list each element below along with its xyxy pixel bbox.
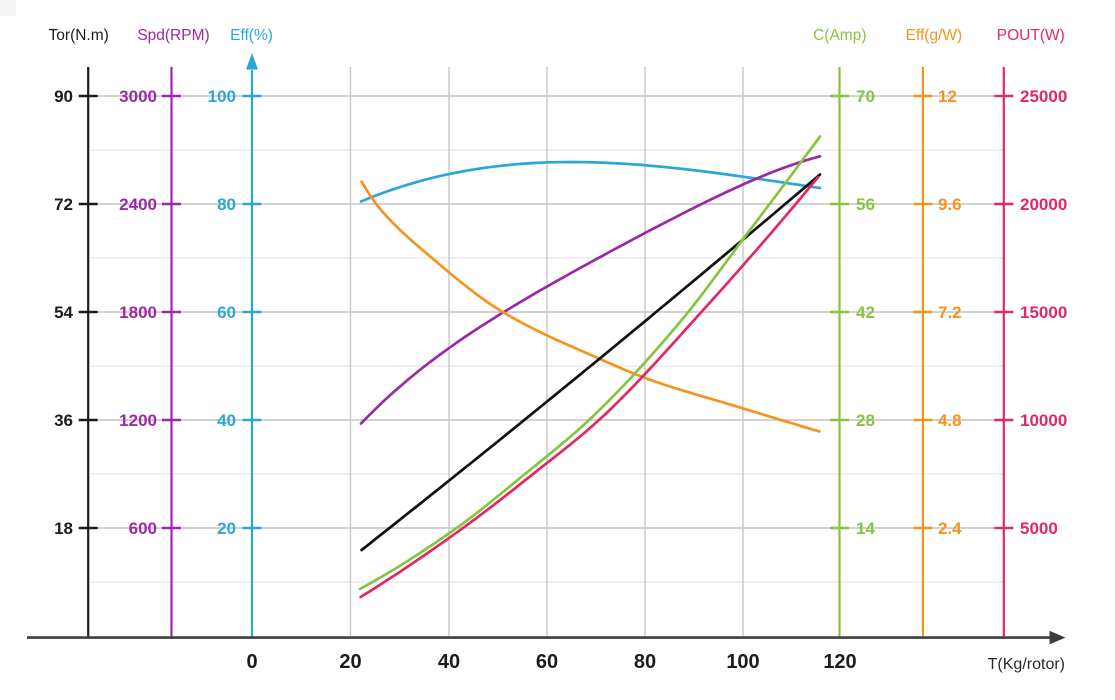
svg-text:120: 120 (823, 651, 856, 673)
svg-text:Tor(N.m): Tor(N.m) (49, 27, 109, 44)
svg-text:80: 80 (634, 651, 656, 673)
svg-text:25000: 25000 (1020, 87, 1067, 106)
svg-text:40: 40 (438, 651, 460, 673)
svg-text:36: 36 (54, 411, 73, 430)
svg-text:Spd(RPM): Spd(RPM) (137, 27, 209, 44)
svg-text:Eff(%): Eff(%) (230, 27, 273, 44)
svg-text:20: 20 (339, 651, 361, 673)
svg-text:C(Amp): C(Amp) (813, 27, 866, 44)
svg-text:12: 12 (938, 87, 957, 106)
svg-text:2400: 2400 (119, 195, 157, 214)
svg-text:54: 54 (54, 303, 73, 322)
svg-text:80: 80 (217, 195, 236, 214)
svg-text:20: 20 (217, 519, 236, 538)
svg-text:Eff(g/W): Eff(g/W) (906, 27, 963, 44)
svg-text:18: 18 (54, 519, 73, 538)
svg-text:70: 70 (856, 87, 875, 106)
svg-text:9.6: 9.6 (938, 195, 962, 214)
svg-text:15000: 15000 (1020, 303, 1067, 322)
svg-text:5000: 5000 (1020, 519, 1058, 538)
svg-text:42: 42 (856, 303, 875, 322)
svg-text:60: 60 (217, 303, 236, 322)
svg-text:600: 600 (129, 519, 157, 538)
svg-text:4.8: 4.8 (938, 411, 962, 430)
svg-text:10000: 10000 (1020, 411, 1067, 430)
svg-text:3000: 3000 (119, 87, 157, 106)
svg-text:T(Kg/rotor): T(Kg/rotor) (988, 656, 1065, 673)
svg-text:100: 100 (208, 87, 236, 106)
svg-text:2.4: 2.4 (938, 519, 962, 538)
svg-text:40: 40 (217, 411, 236, 430)
svg-text:1800: 1800 (119, 303, 157, 322)
svg-text:56: 56 (856, 195, 875, 214)
svg-text:14: 14 (856, 519, 875, 538)
svg-text:POUT(W): POUT(W) (997, 27, 1065, 44)
svg-text:100: 100 (726, 651, 759, 673)
svg-text:72: 72 (54, 195, 73, 214)
svg-text:7.2: 7.2 (938, 303, 962, 322)
svg-text:0: 0 (246, 651, 257, 673)
svg-text:60: 60 (536, 651, 558, 673)
svg-text:20000: 20000 (1020, 195, 1067, 214)
svg-text:28: 28 (856, 411, 875, 430)
svg-text:1200: 1200 (119, 411, 157, 430)
svg-text:90: 90 (54, 87, 73, 106)
